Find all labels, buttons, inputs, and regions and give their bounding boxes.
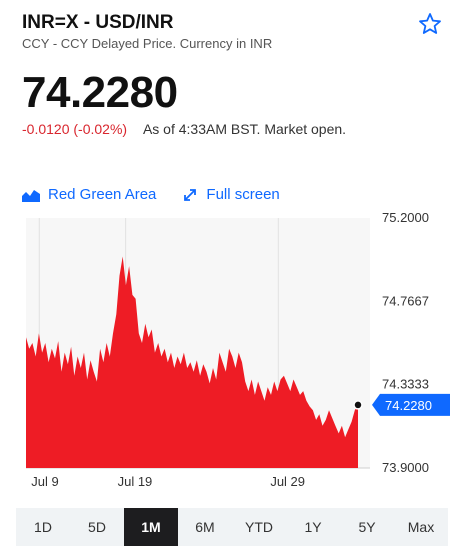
price-change: -0.0120 (-0.02%) bbox=[22, 121, 128, 137]
chart-type-label: Red Green Area bbox=[48, 186, 157, 203]
y-tick-label: 75.2000 bbox=[382, 210, 429, 225]
expand-icon bbox=[184, 188, 197, 201]
range-1d[interactable]: 1D bbox=[34, 519, 52, 535]
price-chart[interactable]: 75.2000 74.7667 74.3333 73.9000 Jul 9 Jul 19… bbox=[0, 210, 473, 500]
current-price: 74.2280 bbox=[22, 68, 178, 117]
y-tick-label: 74.3333 bbox=[382, 377, 429, 392]
star-icon[interactable] bbox=[418, 12, 442, 36]
price-area bbox=[26, 256, 358, 468]
chart-type-button[interactable]: Red Green Area bbox=[22, 186, 156, 203]
time-range-selector: 1D 5D 1M 6M YTD 1Y 5Y Max bbox=[16, 508, 448, 546]
area-chart-icon bbox=[22, 189, 40, 202]
page-subtitle: CCY - CCY Delayed Price. Currency in INR bbox=[22, 36, 273, 51]
current-price-tag-label: 74.2280 bbox=[385, 398, 432, 413]
current-value-dot bbox=[353, 400, 363, 410]
range-5d[interactable]: 5D bbox=[88, 519, 106, 535]
range-1m[interactable]: 1M bbox=[124, 508, 178, 546]
x-tick-label: Jul 19 bbox=[118, 474, 153, 489]
y-tick-label: 73.9000 bbox=[382, 460, 429, 475]
chart-toolbar: Red Green Area Full screen bbox=[22, 186, 280, 203]
y-tick-label: 74.7667 bbox=[382, 293, 429, 308]
x-tick-label: Jul 9 bbox=[31, 474, 58, 489]
range-ytd[interactable]: YTD bbox=[245, 519, 273, 535]
x-tick-label: Jul 29 bbox=[270, 474, 305, 489]
range-6m[interactable]: 6M bbox=[195, 519, 215, 535]
page-title: INR=X - USD/INR bbox=[22, 12, 174, 33]
fullscreen-button[interactable]: Full screen bbox=[182, 186, 280, 203]
price-change-row: -0.0120 (-0.02%) As of 4:33AM BST. Marke… bbox=[22, 121, 346, 137]
as-of-timestamp: As of 4:33AM BST. Market open. bbox=[142, 121, 347, 137]
range-1y[interactable]: 1Y bbox=[304, 519, 322, 535]
range-max[interactable]: Max bbox=[407, 519, 435, 535]
fullscreen-label: Full screen bbox=[206, 186, 280, 203]
range-5y[interactable]: 5Y bbox=[358, 519, 376, 535]
current-price-tag bbox=[372, 393, 450, 416]
